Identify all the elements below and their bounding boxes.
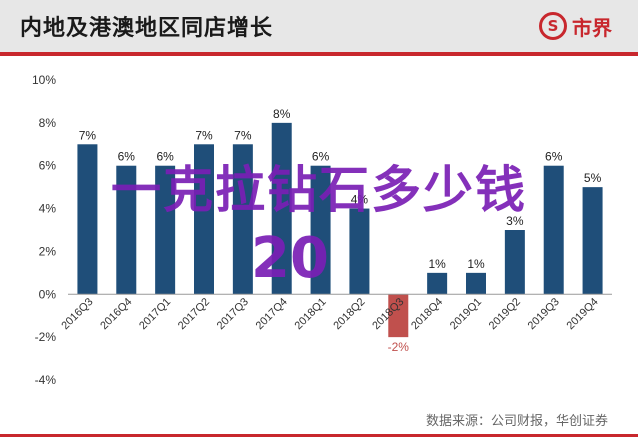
bar-data-label: 7% — [79, 128, 97, 142]
y-tick-label: 0% — [39, 287, 57, 301]
bar-data-label: 6% — [312, 150, 330, 164]
x-tick-label: 2017Q3 — [215, 296, 251, 332]
y-tick-label: 8% — [39, 116, 57, 130]
bar — [349, 208, 370, 295]
bar-data-label: 6% — [545, 150, 563, 164]
bar — [466, 272, 486, 295]
x-tick-label: 2018Q1 — [293, 296, 329, 332]
y-tick-label: 6% — [39, 159, 57, 173]
bar-data-label: 1% — [428, 257, 446, 271]
bar-data-label: 4% — [351, 193, 369, 207]
bar — [310, 165, 331, 295]
brand-logo: S 市界 — [539, 11, 612, 41]
chart-header: 内地及港澳地区同店增长 S 市界 — [0, 0, 638, 52]
x-tick-label: 2016Q4 — [98, 296, 134, 332]
bar — [427, 272, 448, 295]
y-tick-label: 2% — [39, 244, 57, 258]
y-tick-label: -4% — [35, 373, 57, 387]
y-tick-label: 4% — [39, 202, 57, 216]
brand-logo-icon: S — [539, 12, 567, 40]
y-tick-label: -2% — [35, 330, 57, 344]
chart-title: 内地及港澳地区同店增长 — [20, 16, 274, 41]
bar-data-label: 7% — [195, 128, 213, 142]
bar — [155, 165, 176, 295]
bar-data-label: 5% — [584, 171, 602, 185]
bar-data-label: 1% — [467, 257, 485, 271]
bar-data-label: 8% — [273, 107, 291, 121]
x-tick-label: 2017Q1 — [137, 296, 173, 332]
bar — [388, 294, 409, 338]
data-source-note: 数据来源：公司财报，华创证券 — [425, 414, 608, 429]
x-tick-label: 2016Q3 — [59, 296, 95, 332]
x-tick-label: 2017Q2 — [176, 296, 212, 332]
footer-divider — [0, 434, 638, 437]
bar — [582, 187, 603, 295]
x-tick-label: 2019Q2 — [487, 296, 523, 332]
bar — [271, 122, 292, 295]
x-tick-label: 2017Q4 — [254, 296, 290, 332]
x-tick-label: 2019Q1 — [448, 296, 484, 332]
bar-data-label: -2% — [388, 340, 410, 354]
bar — [77, 144, 98, 295]
y-tick-label: 10% — [32, 73, 56, 87]
x-tick-label: 2019Q3 — [526, 296, 562, 332]
bar — [232, 144, 253, 295]
x-tick-label: 2018Q4 — [409, 296, 445, 332]
bar-data-label: 7% — [234, 128, 252, 142]
bar — [543, 165, 564, 295]
header-divider — [0, 52, 638, 56]
brand-logo-text: 市界 — [572, 15, 612, 40]
bar — [194, 144, 214, 295]
x-tick-label: 2018Q2 — [331, 296, 367, 332]
bar — [504, 230, 525, 295]
bar-chart: -4% -2% 0% 2% 4% 6% 8% 10% 7% 6% 6% 7% 7% 8% 6% 4% -2% 1%… — [32, 73, 612, 387]
x-tick-label: 2019Q4 — [565, 296, 601, 332]
bar-data-label: 6% — [118, 150, 136, 164]
bar-data-label: 6% — [156, 150, 174, 164]
bar — [116, 165, 137, 295]
bar-data-label: 3% — [506, 214, 524, 228]
